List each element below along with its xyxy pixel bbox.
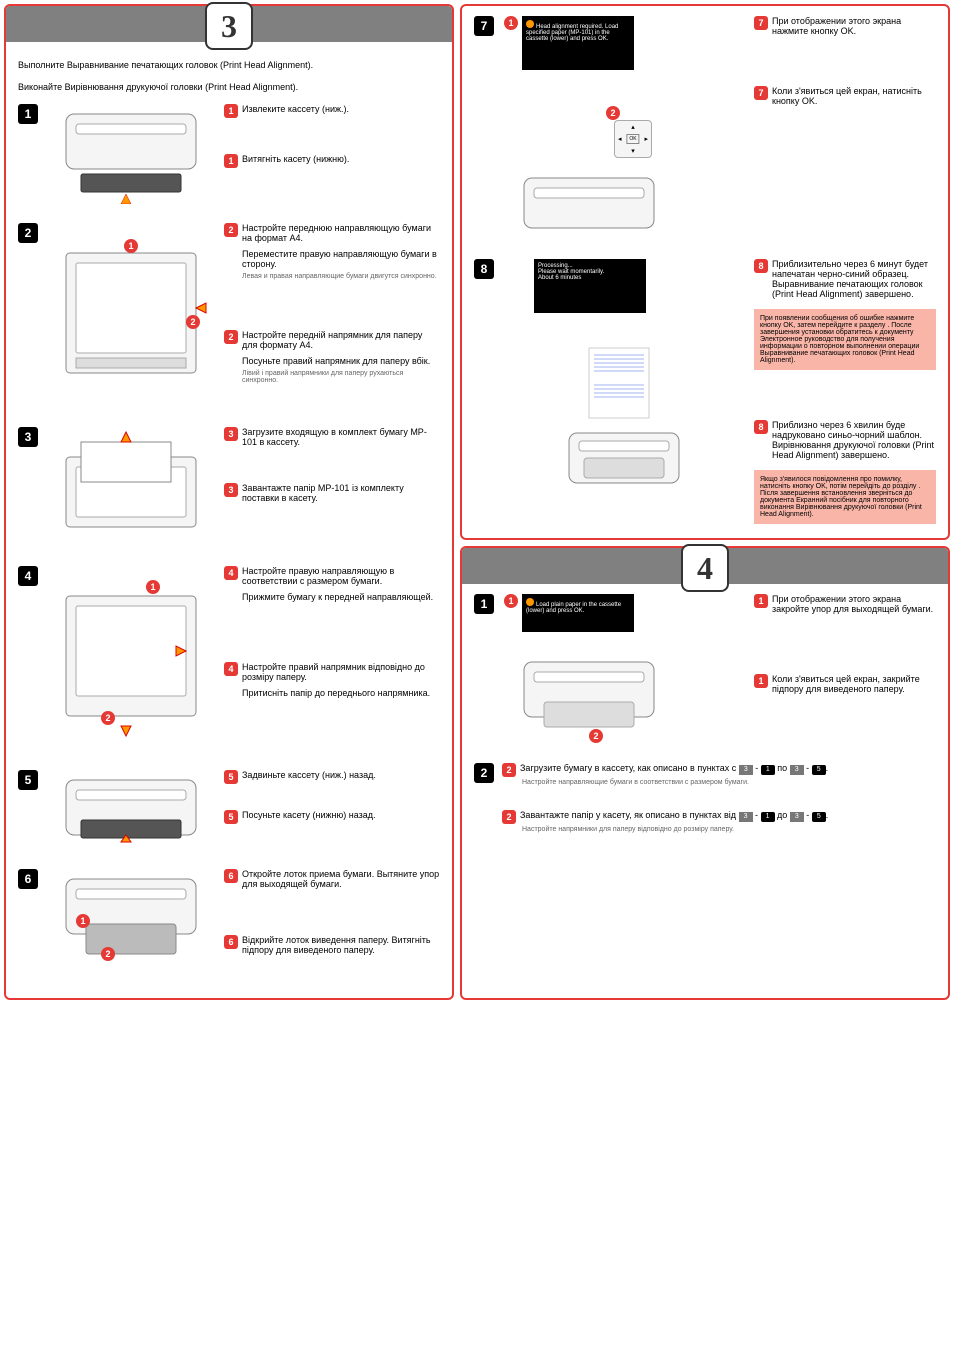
step-1-ru: Извлеките кассету (ниж.). <box>242 104 349 114</box>
step-2-uk-sub: Посуньте правий напрямник для паперу вбі… <box>242 356 440 366</box>
step-7-row: 7 1 Head alignment required. Load specif… <box>474 16 936 243</box>
step-6-text: 6Откройте лоток приема бумаги. Вытяните … <box>224 869 440 961</box>
step-8-row: 8 Processing... Please wait momentarily.… <box>474 259 936 524</box>
sec4-step-2-ru-sub: Настройте направляющие бумаги в соответс… <box>522 779 936 786</box>
step-2-row: 2 1 2 2Настройте переднюю направляющую б… <box>18 223 440 413</box>
step-8-uk: Приблизно через 6 хвилин буде надрукован… <box>772 420 936 460</box>
sec4-step-1-row: 1 1 Load plain paper in the cassette (lo… <box>474 594 936 747</box>
step-3-text: 3Загрузите входящую в комплект бумагу MP… <box>224 427 440 509</box>
step-1-uk: Витягніть касету (нижню). <box>242 154 349 164</box>
sec4-step-1-screen: Load plain paper in the cassette (lower)… <box>522 594 634 632</box>
step-7-screen-text: Head alignment required. Load specified … <box>526 24 618 42</box>
step-8-screen: Processing... Please wait momentarily. A… <box>534 259 646 313</box>
step-6-ru: Откройте лоток приема бумаги. Вытяните у… <box>242 869 440 889</box>
step-5-ru: Задвиньте кассету (ниж.) назад. <box>242 770 376 780</box>
step-3-badge: 3 <box>18 427 38 447</box>
sec4-step-2-uk-sub: Настройте напрямники для паперу відповід… <box>522 826 936 833</box>
step-4-uk-sub: Притисніть папір до переднього напрямник… <box>242 688 440 698</box>
step-6-uk: Відкрийте лоток виведення паперу. Витягн… <box>242 935 440 955</box>
step-5-uk: Посуньте касету (нижню) назад. <box>242 810 376 820</box>
sec4-step-1-badge: 1 <box>474 594 494 614</box>
step-2-badge: 2 <box>18 223 38 243</box>
section-4-column: 4 1 1 Load plain paper in the cassette (… <box>460 546 950 1000</box>
sec4-step-1-uk: Коли з'явиться цей екран, закрийте підпо… <box>772 674 936 694</box>
step-4-badge: 4 <box>18 566 38 586</box>
step-1-text: 1Извлеките кассету (ниж.). 1Витягніть ка… <box>224 104 440 174</box>
step-7-ru: При отображении этого экрана нажмите кно… <box>772 16 936 36</box>
step-8-ru: Приблизительно через 6 минут будет напеч… <box>772 259 936 299</box>
step-2-illustration: 1 2 <box>46 223 216 413</box>
right-top-column: 7 1 Head alignment required. Load specif… <box>460 4 950 540</box>
step-3-illustration <box>46 427 216 552</box>
step-4-uk-main: Настройте правий напрямник відповідно до… <box>242 662 440 682</box>
sec4-step-1-visual: 1 Load plain paper in the cassette (lowe… <box>504 594 744 747</box>
step-4-ru-sub: Прижмите бумагу к передней направляющей. <box>242 592 440 602</box>
step-2-ru-fine: Левая и правая направляющие бумаги двигу… <box>242 273 440 280</box>
sec4-step-2-row: 2 2 Загрузите бумагу в кассету, как опис… <box>474 763 936 833</box>
step-3-row: 3 3Загрузите входящую в комплект бумагу … <box>18 427 440 552</box>
left-column: 3 Выполните Выравнивание печатающих голо… <box>4 4 454 1000</box>
step-5-row: 5 5Задвиньте кассету (ниж.) назад. 5Посу… <box>18 770 440 855</box>
step-2-uk-main: Настройте передній напрямник для паперу … <box>242 330 440 350</box>
intro-uk: Виконайте Вирівнювання друкуючої головки… <box>18 82 440 92</box>
step-2-text: 2Настройте переднюю направляющую бумаги … <box>224 223 440 384</box>
step-6-badge: 6 <box>18 869 38 889</box>
sec4-step-1-text: 1При отображении этого экрана закройте у… <box>754 594 936 704</box>
step-4-ru-main: Настройте правую направляющую в соответс… <box>242 566 440 586</box>
section-3-number: 3 <box>205 2 253 50</box>
step-8-screen-text: Processing... Please wait momentarily. A… <box>538 263 604 281</box>
step-4-row: 4 1 2 4Настройте правую направляющую в с… <box>18 566 440 756</box>
step-3-ru: Загрузите входящую в комплект бумагу MP-… <box>242 427 440 447</box>
step-1-badge: 1 <box>18 104 38 124</box>
step-8-visual: Processing... Please wait momentarily. A… <box>504 259 744 493</box>
step-6-illustration: 1 2 <box>46 869 216 974</box>
step-5-illustration <box>46 770 216 855</box>
step-8-uk-warn: Якщо з'явилося повідомлення про помилку,… <box>754 470 936 524</box>
step-7-screen: Head alignment required. Load specified … <box>522 16 634 70</box>
section-3-banner: 3 <box>6 6 452 42</box>
step-4-illustration: 1 2 <box>46 566 216 756</box>
step-2-ru-sub: Переместите правую направляющую бумаги в… <box>242 249 440 269</box>
step-7-badge: 7 <box>474 16 494 36</box>
sec4-step-2-ru: Загрузите бумагу в кассету, как описано … <box>520 763 828 775</box>
section-4-number: 4 <box>681 544 729 592</box>
step-6-row: 6 1 2 6Откройте лоток приема бумаги. Выт… <box>18 869 440 974</box>
step-7-text: 7При отображении этого экрана нажмите кн… <box>754 16 936 116</box>
step-5-badge: 5 <box>18 770 38 790</box>
step-2-ru-main: Настройте переднюю направляющую бумаги н… <box>242 223 440 243</box>
step-1-illustration <box>46 104 216 209</box>
step-8-badge: 8 <box>474 259 494 279</box>
step-5-text: 5Задвиньте кассету (ниж.) назад. 5Посунь… <box>224 770 440 830</box>
section-4-banner: 4 <box>462 548 948 584</box>
step-4-text: 4Настройте правую направляющую в соответ… <box>224 566 440 698</box>
step-2-uk-fine: Лівий і правий напрямники для паперу рух… <box>242 370 440 384</box>
ok-control-pad: ◂OK▸ ▴▾ <box>614 120 652 158</box>
sec4-step-2-uk: Завантажте папір у касету, як описано в … <box>520 810 828 822</box>
sec4-screen-text: Load plain paper in the cassette (lower)… <box>526 602 621 614</box>
step-8-ru-warn: При появлении сообщения об ошибке нажмит… <box>754 309 936 370</box>
step-1-row: 1 1Извлеките кассету (ниж.). 1Витягніть … <box>18 104 440 209</box>
sec4-step-1-ru: При отображении этого экрана закройте уп… <box>772 594 936 614</box>
step-7-visual: 1 Head alignment required. Load specifie… <box>504 16 744 243</box>
intro-ru: Выполните Выравнивание печатающих голово… <box>18 60 440 70</box>
step-8-text: 8Приблизительно через 6 минут будет напе… <box>754 259 936 524</box>
step-7-uk: Коли з'явиться цей екран, натисніть кноп… <box>772 86 936 106</box>
sec4-step-2-badge: 2 <box>474 763 494 783</box>
step-3-uk: Завантажте папір MP-101 із комплекту пос… <box>242 483 440 503</box>
